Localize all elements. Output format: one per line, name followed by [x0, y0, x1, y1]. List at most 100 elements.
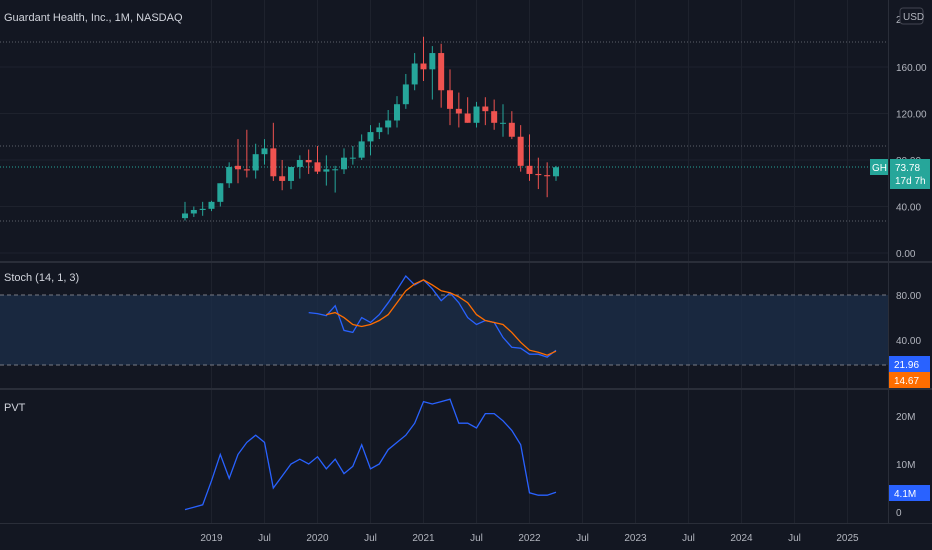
- candle-body: [252, 154, 259, 171]
- candle: [182, 201, 188, 221]
- candle: [296, 155, 303, 179]
- pvt-label: PVT: [4, 402, 26, 414]
- candle: [199, 201, 206, 216]
- candle-body: [190, 209, 197, 214]
- pvt-tick-10m: 10M: [896, 460, 915, 471]
- time-axis-label: 2022: [518, 533, 541, 544]
- stoch-pane[interactable]: Stoch (14, 1, 3) 80.00 40.00 21.96 14.67: [0, 272, 930, 388]
- candle-body: [526, 165, 533, 174]
- price-axis-tick: 0.00: [896, 249, 916, 260]
- candle-body: [455, 108, 462, 114]
- candle: [235, 139, 241, 184]
- candle: [429, 46, 436, 100]
- candle: [226, 162, 233, 188]
- pvt-tick-0: 0: [896, 508, 902, 519]
- pvt-badge-bg: [888, 485, 930, 501]
- pvt-tick-20m: 20M: [896, 412, 915, 423]
- candle: [288, 166, 294, 190]
- time-axis-label: Jul: [258, 533, 271, 544]
- candle-body: [376, 127, 383, 133]
- candle: [252, 143, 259, 179]
- candle-body: [199, 208, 206, 210]
- candle: [544, 162, 551, 198]
- candle-body: [226, 166, 233, 184]
- candle-body: [438, 53, 445, 91]
- candle-body: [482, 106, 489, 112]
- currency-label: USD: [903, 12, 924, 23]
- candle-body: [182, 213, 188, 219]
- candle: [438, 43, 445, 108]
- symbol-badge-bg: [870, 159, 889, 175]
- pvt-pane[interactable]: PVT 20M 10M 0 4.1M: [4, 398, 930, 519]
- candle-body: [243, 169, 250, 171]
- candle: [535, 157, 542, 190]
- candle: [323, 155, 330, 186]
- candle: [526, 134, 533, 181]
- pvt-line: [184, 398, 557, 511]
- candle: [279, 160, 286, 191]
- candle: [270, 122, 277, 181]
- last-price-badge: GH 73.78 17d 7h: [870, 159, 930, 189]
- candle: [367, 125, 374, 156]
- symbol-badge: GH: [872, 163, 887, 174]
- time-axis-label: Jul: [576, 533, 589, 544]
- candle: [314, 146, 321, 174]
- candle: [208, 200, 215, 212]
- bar-countdown: 17d 7h: [895, 176, 926, 187]
- candle-body: [288, 166, 294, 181]
- candle-body: [464, 113, 471, 123]
- stoch-k-badge-bg: [888, 356, 930, 372]
- candle-body: [270, 148, 277, 177]
- time-axis-label: Jul: [470, 533, 483, 544]
- candle: [394, 96, 400, 128]
- candle-body: [411, 63, 418, 85]
- candle-body: [500, 122, 506, 124]
- candle-body: [535, 173, 542, 176]
- candle-body: [279, 176, 286, 181]
- candles: [182, 36, 559, 221]
- stoch-k-line: [308, 274, 557, 358]
- candle-body: [402, 84, 409, 105]
- stoch-d-line: [326, 279, 557, 356]
- time-axis-label: 2023: [624, 533, 647, 544]
- pvt-badge: 4.1M: [894, 489, 916, 500]
- candle: [341, 148, 347, 174]
- candle: [411, 53, 418, 91]
- candle-body: [553, 167, 559, 177]
- candle-body: [358, 141, 365, 158]
- time-axis-label: Jul: [364, 533, 377, 544]
- price-axis-tick: 160.00: [896, 63, 927, 74]
- candle: [420, 36, 427, 81]
- price-badge-bg: [890, 159, 930, 189]
- candle: [473, 101, 480, 128]
- candle-body: [394, 104, 400, 121]
- candle-body: [314, 162, 321, 172]
- stoch-d-badge: 14.67: [894, 376, 919, 387]
- price-axis-tick: 120.00: [896, 110, 927, 121]
- candle-body: [447, 90, 453, 109]
- stoch-k-badge: 21.96: [894, 360, 919, 371]
- stoch-tick-80: 80.00: [896, 291, 921, 302]
- candle-body: [296, 160, 303, 167]
- stoch-band: [0, 295, 888, 365]
- time-axis[interactable]: 2019 Jul 2020 Jul 2021 Jul 2022 Jul 2023 Jul 2024 J…: [200, 533, 859, 544]
- candle-body: [235, 165, 241, 170]
- candle-body: [420, 63, 427, 70]
- candle: [305, 149, 312, 174]
- candle-body: [208, 201, 215, 209]
- time-axis-label: 2025: [836, 533, 859, 544]
- candle: [358, 134, 365, 160]
- currency-button[interactable]: USD: [899, 7, 924, 25]
- price-pane[interactable]: Guardant Health, Inc., 1M, NASDAQ 160.00…: [0, 7, 930, 260]
- candle-body: [323, 169, 330, 172]
- time-axis-label: Jul: [682, 533, 695, 544]
- candle: [447, 69, 453, 126]
- candle: [517, 125, 524, 172]
- time-axis-label: 2024: [730, 533, 753, 544]
- candle-body: [508, 122, 515, 137]
- candle: [332, 165, 339, 193]
- price-grid: [0, 66, 888, 254]
- candle-body: [341, 157, 347, 170]
- candle: [385, 110, 392, 135]
